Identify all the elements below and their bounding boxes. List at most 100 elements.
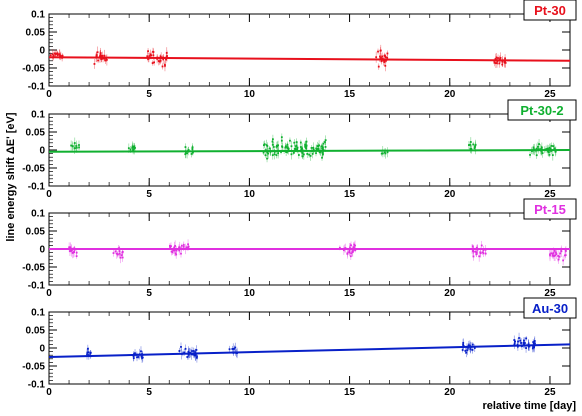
data-point	[538, 143, 540, 146]
data-point	[379, 49, 382, 52]
data-point	[296, 148, 299, 151]
y-tick-label: -0.05	[22, 64, 45, 75]
x-tick-label: 15	[344, 288, 356, 299]
data-point	[550, 252, 553, 255]
data-point	[496, 62, 498, 64]
data-point	[517, 340, 519, 343]
data-point	[471, 349, 474, 351]
data-point	[350, 252, 353, 255]
y-tick-label: 0	[39, 344, 45, 355]
data-point	[478, 255, 481, 258]
data-point	[100, 58, 103, 61]
data-point	[71, 252, 74, 254]
data-point	[532, 341, 535, 343]
data-point	[322, 142, 325, 145]
data-point	[295, 144, 298, 147]
data-point	[285, 151, 288, 153]
data-point	[552, 145, 555, 148]
data-point	[78, 144, 80, 146]
data-point	[129, 148, 132, 151]
data-point	[348, 249, 351, 252]
data-point	[263, 143, 266, 146]
data-point	[150, 54, 153, 57]
data-point	[386, 52, 389, 55]
data-point	[184, 146, 187, 148]
data-point	[380, 152, 383, 155]
data-point	[266, 157, 268, 160]
data-point	[233, 347, 236, 350]
data-point	[385, 59, 387, 62]
data-point	[127, 147, 130, 150]
data-point	[131, 146, 134, 149]
data-point	[159, 59, 162, 62]
data-point	[464, 349, 467, 352]
data-point	[174, 245, 177, 247]
data-point	[532, 346, 534, 348]
data-point	[537, 148, 540, 150]
x-tick-label: 0	[46, 288, 52, 299]
data-point	[273, 153, 276, 156]
data-point	[170, 250, 173, 253]
x-tick-label: 15	[344, 387, 356, 398]
data-point	[184, 152, 187, 155]
data-point	[524, 342, 526, 344]
data-point	[118, 250, 121, 253]
data-point	[321, 147, 324, 150]
data-point	[173, 246, 176, 249]
data-point	[305, 144, 308, 147]
trend-line	[48, 56, 571, 62]
data-point	[474, 143, 477, 146]
x-tick-label: 10	[244, 89, 256, 100]
data-point	[501, 60, 504, 63]
data-point	[541, 152, 544, 155]
data-point	[54, 52, 56, 55]
data-point	[469, 141, 472, 143]
data-point	[318, 151, 321, 154]
x-axis-label: relative time [day]	[482, 400, 576, 412]
data-point	[308, 153, 311, 156]
series-label-box	[523, 198, 577, 220]
series-label: Pt-15	[534, 202, 566, 217]
data-point	[475, 246, 478, 249]
data-point	[170, 245, 172, 248]
data-point	[267, 152, 270, 155]
data-point	[562, 259, 565, 262]
data-point	[75, 145, 78, 147]
data-point	[61, 54, 64, 57]
data-point	[194, 353, 197, 356]
data-point	[292, 151, 295, 154]
data-point	[284, 145, 287, 148]
data-point	[462, 341, 465, 344]
data-point	[178, 350, 181, 352]
data-point	[280, 136, 283, 139]
data-point	[132, 148, 135, 151]
data-point	[120, 254, 123, 257]
data-point	[68, 246, 71, 249]
data-point	[537, 145, 539, 148]
data-point	[352, 246, 355, 249]
data-point	[354, 249, 357, 251]
data-point	[277, 152, 279, 155]
x-tick-label: 25	[544, 288, 556, 299]
data-point	[73, 251, 75, 253]
data-point	[551, 154, 554, 157]
data-point	[306, 153, 309, 155]
data-point	[290, 145, 293, 148]
data-point	[96, 51, 99, 54]
data-point	[175, 249, 178, 252]
x-tick-label: 5	[146, 89, 152, 100]
y-tick-label: 0.05	[26, 28, 46, 39]
data-point	[157, 60, 160, 62]
data-point	[169, 246, 171, 249]
data-point	[312, 148, 315, 151]
plot-frame	[48, 311, 571, 385]
y-tick-label: 0.05	[26, 128, 46, 139]
x-tick-label: 20	[444, 288, 456, 299]
data-point	[265, 144, 268, 146]
data-point	[532, 146, 535, 149]
data-point	[152, 54, 155, 57]
data-point	[59, 54, 61, 57]
x-tick-label: 0	[46, 387, 52, 398]
data-point	[171, 251, 174, 254]
x-tick-label: 0	[46, 89, 52, 100]
